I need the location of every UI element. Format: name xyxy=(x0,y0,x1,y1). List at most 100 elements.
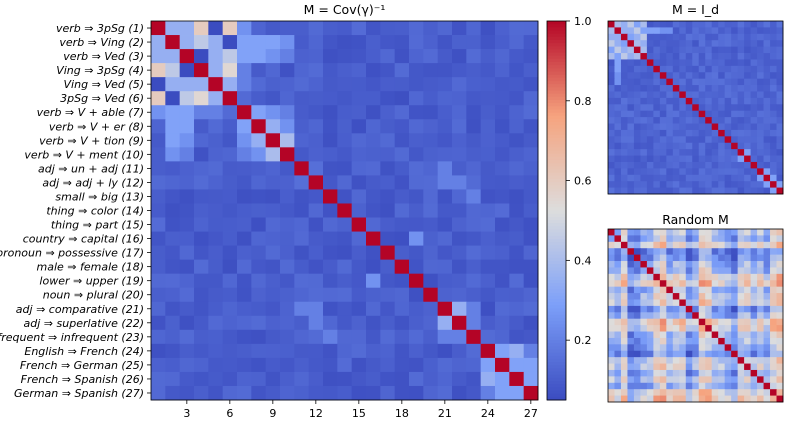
random-heatmap-cell xyxy=(757,248,764,256)
random-heatmap-cell xyxy=(666,312,674,320)
identity-heatmap-cell xyxy=(627,27,635,35)
random-heatmap-cell xyxy=(627,331,635,339)
random-heatmap-cell xyxy=(633,376,641,384)
identity-heatmap-cell xyxy=(679,104,687,112)
identity-heatmap-cell xyxy=(646,97,654,105)
colorbar-segment xyxy=(547,81,566,85)
identity-heatmap-cell xyxy=(705,174,713,182)
identity-heatmap-cell xyxy=(614,117,622,124)
random-heatmap-cell xyxy=(776,376,784,384)
identity-heatmap-cell xyxy=(770,97,777,105)
random-heatmap-cell xyxy=(653,299,661,307)
identity-heatmap-cell xyxy=(653,85,661,92)
identity-heatmap-cell xyxy=(718,33,726,41)
main-heatmap-cell xyxy=(452,119,467,134)
main-heatmap-cell xyxy=(366,245,381,261)
main-heatmap-cell xyxy=(337,329,353,345)
random-heatmap-cell xyxy=(640,376,648,384)
identity-heatmap-cell xyxy=(757,53,764,60)
random-heatmap-cell xyxy=(692,363,700,371)
random-heatmap-cell xyxy=(620,235,628,243)
random-heatmap-cell xyxy=(640,344,648,352)
identity-heatmap-cell xyxy=(763,129,771,137)
random-heatmap-cell xyxy=(666,267,674,275)
identity-heatmap-cell xyxy=(763,142,771,150)
identity-heatmap-cell xyxy=(705,136,713,144)
main-heatmap-cell xyxy=(151,357,166,373)
identity-heatmap-cell xyxy=(659,174,667,182)
main-heatmap-cell xyxy=(351,231,367,246)
identity-heatmap-cell xyxy=(744,136,751,144)
random-heatmap-cell xyxy=(731,241,739,249)
random-heatmap-cell xyxy=(653,235,661,243)
main-heatmap-cell xyxy=(409,21,424,36)
identity-heatmap-cell xyxy=(757,104,764,112)
random-heatmap-cell xyxy=(763,337,771,345)
identity-heatmap-cell xyxy=(653,117,661,124)
random-heatmap-cell xyxy=(718,376,726,384)
random-heatmap-cell xyxy=(685,254,693,262)
identity-heatmap-cell xyxy=(679,91,687,99)
random-heatmap-cell xyxy=(685,350,693,358)
identity-heatmap-cell xyxy=(763,168,771,176)
main-heatmap-cell xyxy=(466,357,482,373)
colorbar-segment xyxy=(547,204,566,208)
main-heatmap-cell xyxy=(351,343,367,359)
identity-heatmap-cell xyxy=(633,104,641,112)
identity-heatmap-cell xyxy=(692,123,700,131)
main-heatmap-cell xyxy=(366,385,381,401)
random-heatmap-cell xyxy=(737,248,745,256)
main-heatmap-cell xyxy=(165,329,181,345)
main-heatmap-cell xyxy=(466,21,482,36)
main-heatmap-cell xyxy=(423,77,439,92)
identity-heatmap-cell xyxy=(731,65,739,73)
identity-heatmap-cell xyxy=(711,136,719,144)
identity-heatmap-cell xyxy=(731,149,739,156)
random-heatmap-cell xyxy=(776,299,784,307)
random-heatmap-cell xyxy=(640,395,648,403)
main-heatmap-cell xyxy=(308,385,324,401)
identity-heatmap-cell xyxy=(724,149,732,156)
identity-heatmap-cell xyxy=(608,91,615,99)
random-heatmap-cell xyxy=(718,273,726,281)
main-heatmap-cell xyxy=(480,91,496,106)
identity-heatmap-cell xyxy=(757,129,764,137)
main-heatmap-cell xyxy=(452,77,467,92)
random-heatmap-cell xyxy=(737,235,745,243)
identity-heatmap-cell xyxy=(705,53,713,60)
main-heatmap-cell xyxy=(394,175,410,190)
identity-heatmap-cell xyxy=(744,181,751,188)
main-heatmap-cell xyxy=(509,35,525,50)
identity-heatmap-cell xyxy=(711,59,719,67)
identity-heatmap-cell xyxy=(744,78,751,86)
main-heatmap-cell xyxy=(208,259,224,275)
random-heatmap-cell xyxy=(646,389,654,396)
identity-heatmap-cell xyxy=(608,40,615,48)
row-label: frequent ⇒ infrequent (23) xyxy=(0,331,144,344)
random-heatmap-cell xyxy=(640,286,648,294)
main-heatmap-cell xyxy=(251,357,267,373)
main-heatmap-cell xyxy=(194,21,209,36)
main-heatmap-cell xyxy=(480,329,496,345)
random-heatmap-cell xyxy=(705,369,713,377)
colorbar-segment xyxy=(547,87,566,91)
random-heatmap-cell xyxy=(737,376,745,384)
random-heatmap-cell xyxy=(776,325,784,332)
identity-heatmap-cell xyxy=(711,21,719,28)
identity-heatmap-cell xyxy=(763,149,771,156)
main-heatmap-cell xyxy=(466,91,482,106)
main-heatmap-cell xyxy=(380,217,396,232)
main-heatmap-cell xyxy=(165,133,181,148)
random-heatmap-cell xyxy=(653,286,661,294)
random-heatmap-cell xyxy=(750,267,758,275)
identity-heatmap-cell xyxy=(627,168,635,176)
random-heatmap-cell xyxy=(666,337,674,345)
main-heatmap-cell xyxy=(480,105,496,120)
main-heatmap-cell xyxy=(452,287,467,303)
identity-heatmap-cell xyxy=(608,27,615,35)
random-heatmap-cell xyxy=(672,254,680,262)
main-heatmap-cell xyxy=(351,147,367,162)
colorbar-segment xyxy=(547,257,566,262)
random-heatmap-cell xyxy=(718,369,726,377)
identity-heatmap-cell xyxy=(711,123,719,131)
